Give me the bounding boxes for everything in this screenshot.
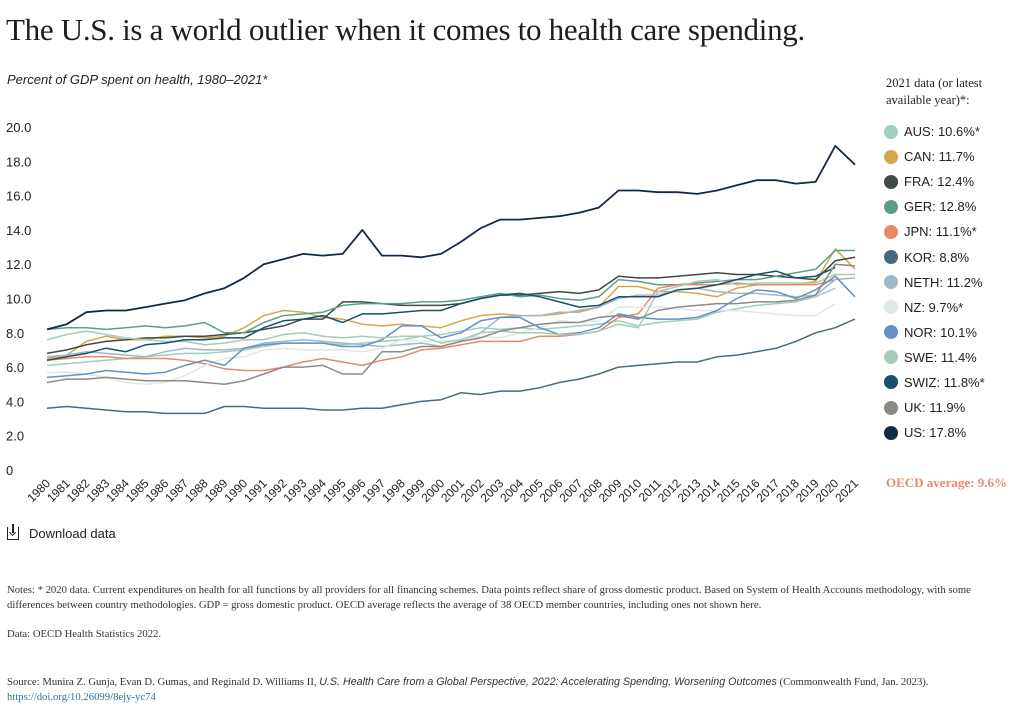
y-tick-label: 8.0 (6, 326, 24, 341)
y-tick-label: 10.0 (6, 292, 31, 307)
legend-item: SWE: 11.4% (884, 345, 1014, 370)
legend-item: SWIZ: 11.8%* (884, 370, 1014, 395)
series-line-fra (46, 256, 856, 355)
legend-swatch (884, 275, 898, 290)
series-line-swe (46, 273, 855, 346)
legend-label: AUS: 10.6%* (904, 124, 980, 140)
series-line-aus (46, 287, 836, 367)
series-line-jpn (46, 278, 836, 372)
chart-subtitle: Percent of GDP spent on health, 1980–202… (7, 72, 268, 87)
x-tick-label: 2021 (832, 476, 861, 505)
legend-swatch (884, 124, 898, 139)
source-doi-link[interactable]: https://doi.org/10.26099/8ejy-yc74 (7, 691, 156, 703)
legend-item: JPN: 11.1%* (884, 219, 1014, 244)
footnotes: Notes: * 2020 data. Current expenditures… (7, 584, 971, 611)
legend-swatch (884, 300, 898, 315)
page-title: The U.S. is a world outlier when it come… (6, 12, 805, 47)
legend-heading: 2021 data (or latest available year)*: (886, 76, 983, 107)
legend-label: SWIZ: 11.8%* (904, 374, 985, 390)
y-tick-label: 12.0 (6, 257, 31, 272)
source-citation: Source: Munira Z. Gunja, Evan D. Gumas, … (7, 675, 1012, 705)
legend-label: SWE: 11.4% (904, 349, 977, 365)
legend-label: US: 17.8% (904, 425, 967, 441)
legend-item: UK: 11.9% (884, 395, 1014, 420)
legend-swatch (884, 174, 898, 189)
legend-label: UK: 11.9% (904, 400, 966, 416)
legend-label: CAN: 11.7% (904, 149, 975, 165)
legend-item: GER: 12.8% (884, 194, 1014, 219)
y-tick-label: 0 (6, 463, 13, 478)
y-tick-label: 2.0 (6, 429, 24, 444)
series-line-ger (46, 249, 855, 334)
legend-label: NZ: 9.7%* (904, 299, 964, 315)
legend-item: CAN: 11.7% (884, 144, 1014, 169)
legend-item: NZ: 9.7%* (884, 295, 1014, 320)
series-line-us (46, 145, 856, 331)
oecd-average-label: OECD average: 9.6% (886, 475, 1007, 490)
legend-item: AUS: 10.6%* (884, 119, 1014, 144)
legend-item: NETH: 11.2% (884, 270, 1014, 295)
legend-swatch (884, 149, 898, 164)
series-line-nz (47, 302, 836, 386)
series-line-uk (46, 263, 856, 386)
legend: AUS: 10.6%* CAN: 11.7% FRA: 12.4% GER: 12.8… (884, 119, 1014, 445)
download-data-button[interactable]: Download data (7, 524, 116, 541)
data-source: Data: OECD Health Statistics 2022. (7, 628, 162, 640)
y-tick-label: 6.0 (6, 360, 24, 375)
legend-swatch (884, 325, 898, 340)
legend-swatch (884, 400, 898, 415)
line-chart: 0 2.0 4.0 6.0 8.0 10.0 12.0 14.0 16.0 18.0 20.0 19… (6, 120, 861, 505)
y-tick-label: 4.0 (6, 394, 24, 409)
source-prefix: Source: Munira Z. Gunja, Evan D. Gumas, … (7, 676, 320, 688)
y-tick-label: 18.0 (6, 154, 31, 169)
y-axis: 0 2.0 4.0 6.0 8.0 10.0 12.0 14.0 16.0 18.0 20.0 (6, 120, 31, 478)
legend-label: KOR: 8.8% (904, 249, 970, 265)
legend-swatch (884, 375, 898, 390)
source-title: U.S. Health Care from a Global Perspecti… (319, 676, 777, 688)
y-tick-label: 20.0 (6, 120, 31, 135)
source-suffix: (Commonwealth Fund, Jan. 2023). (776, 676, 929, 688)
y-tick-label: 16.0 (6, 189, 31, 204)
legend-label: JPN: 11.1%* (904, 224, 977, 240)
legend-label: FRA: 12.4% (904, 174, 975, 190)
legend-swatch (884, 250, 898, 265)
legend-item: KOR: 8.8% (884, 244, 1014, 269)
legend-swatch (884, 224, 898, 239)
legend-item: NOR: 10.1% (884, 320, 1014, 345)
legend-label: NOR: 10.1% (904, 324, 977, 340)
series-lines (46, 145, 856, 415)
series-line-kor (46, 318, 856, 415)
legend-item: US: 17.8% (884, 420, 1014, 445)
x-axis: 1980198119821983198419851986198719881989… (24, 476, 861, 505)
legend-swatch (884, 199, 898, 214)
download-icon (7, 524, 19, 540)
legend-label: NETH: 11.2% (904, 274, 983, 290)
series-line-swiz (46, 266, 836, 361)
legend-label: GER: 12.8% (904, 199, 977, 215)
y-tick-label: 14.0 (6, 223, 31, 238)
series-line-nor (46, 275, 856, 379)
legend-swatch (884, 425, 898, 440)
legend-swatch (884, 350, 898, 365)
legend-item: FRA: 12.4% (884, 169, 1014, 194)
download-data-label: Download data (29, 526, 116, 541)
